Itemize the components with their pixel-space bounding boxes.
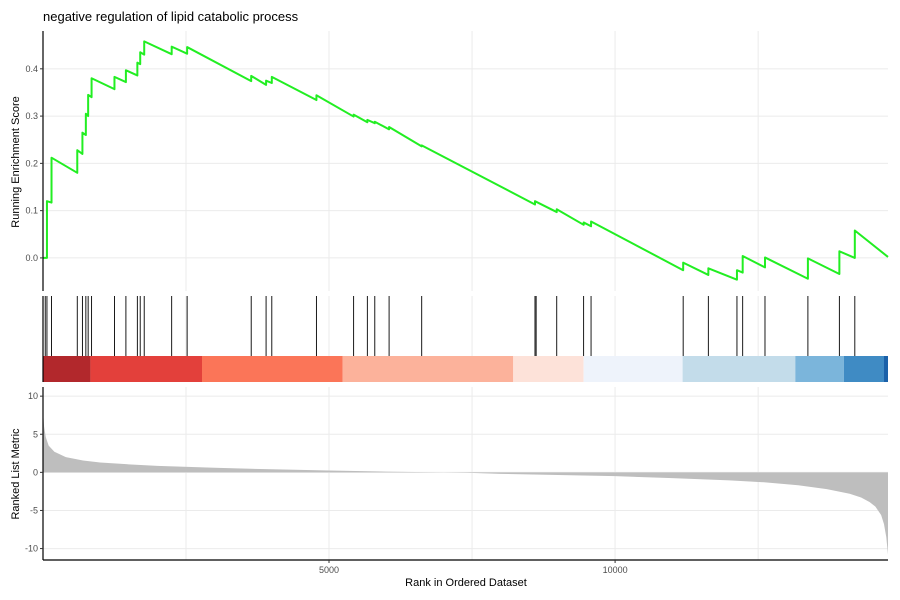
x-axis-label: Rank in Ordered Dataset xyxy=(405,577,527,589)
metric-y-tick-label: 5 xyxy=(33,429,38,439)
metric-y-tick-label: 0 xyxy=(33,467,38,477)
es-y-tick-label: 0.4 xyxy=(25,64,38,74)
es-y-axis-label: Running Enrichment Score xyxy=(10,96,22,227)
enrichment-curve xyxy=(43,40,889,281)
color-bar-segment xyxy=(90,356,202,382)
color-bar-segment xyxy=(513,356,584,382)
color-bar-segment xyxy=(883,356,888,382)
hit-markers xyxy=(44,296,856,356)
hits-gridlines xyxy=(185,296,759,356)
metric-y-tick-label: 10 xyxy=(28,391,38,401)
color-bar-segment xyxy=(43,356,91,382)
color-bar-segment xyxy=(342,356,514,382)
metric-y-ticks: -10 -5 0 5 10 xyxy=(25,391,43,554)
rank-color-bar xyxy=(43,356,888,382)
color-bar-segment xyxy=(843,356,884,382)
es-y-tick-label: 0.0 xyxy=(25,253,38,263)
axes xyxy=(42,31,888,561)
x-tick-label: 5000 xyxy=(319,565,339,575)
x-tick-label: 10000 xyxy=(603,565,628,575)
metric-y-axis-label: Ranked List Metric xyxy=(10,428,22,520)
color-bar-segment xyxy=(201,356,343,382)
color-bar-segment xyxy=(795,356,844,382)
color-bar-segment xyxy=(583,356,683,382)
chart-title: negative regulation of lipid catabolic p… xyxy=(43,9,299,24)
x-ticks: 5000 10000 xyxy=(319,560,628,575)
es-y-tick-label: 0.1 xyxy=(25,206,38,216)
ranked-metric-fill xyxy=(43,409,888,555)
metric-y-tick-label: -5 xyxy=(30,505,38,515)
metric-y-tick-label: -10 xyxy=(25,544,38,554)
es-y-tick-label: 0.3 xyxy=(25,111,38,121)
color-bar-segment xyxy=(682,356,796,382)
es-y-tick-label: 0.2 xyxy=(25,158,38,168)
running-enrichment-line xyxy=(43,40,889,281)
ranked-metric-area xyxy=(43,409,888,555)
es-y-ticks: 0.0 0.1 0.2 0.3 0.4 xyxy=(25,64,43,263)
es-gridlines xyxy=(43,31,888,291)
